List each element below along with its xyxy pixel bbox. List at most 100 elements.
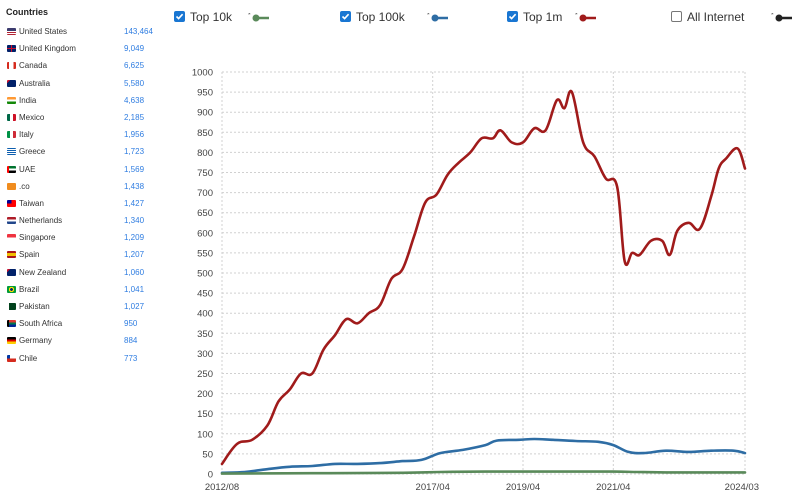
country-count[interactable]: 1,438 (124, 181, 145, 191)
legend-label: Top 100k (356, 10, 405, 24)
x-tick-label: 2024/03 (725, 482, 759, 493)
country-count[interactable]: 1,723 (124, 147, 145, 157)
country-row[interactable]: India 4,638 (0, 93, 165, 110)
flag-it-icon (7, 131, 16, 139)
country-name: Spain (19, 250, 40, 260)
country-count[interactable]: 143,464 (124, 27, 153, 36)
country-name: Mexico (19, 112, 45, 122)
country-count[interactable]: 1,340 (124, 216, 145, 226)
country-row[interactable]: Netherlands 1,340 (0, 213, 165, 230)
country-name: Pakistan (19, 302, 50, 311)
country-count[interactable]: 1,207 (124, 250, 145, 260)
flag-us-icon (7, 28, 16, 35)
y-tick-label: 550 (197, 248, 213, 259)
legend-swatch-icon: * (248, 12, 270, 26)
country-list: United States 143,464 United Kingdom 9,049 C… (0, 24, 165, 368)
flag-ae-icon (7, 165, 16, 173)
legend-label: All Internet (687, 10, 745, 24)
country-count[interactable]: 1,209 (124, 233, 145, 243)
country-row[interactable]: Italy 1,956 (0, 127, 165, 144)
flag-uk-icon (7, 45, 16, 53)
svg-text:*: * (771, 13, 774, 19)
y-tick-label: 300 (197, 349, 213, 360)
y-tick-label: 200 (197, 389, 213, 400)
country-count[interactable]: 5,580 (124, 78, 145, 88)
country-name: Germany (19, 336, 52, 346)
country-row[interactable]: Singapore 1,209 (0, 230, 165, 247)
checkbox-checked-icon[interactable] (340, 11, 351, 22)
country-count[interactable]: 1,427 (124, 198, 145, 208)
legend-label: Top 10k (190, 10, 233, 24)
country-row[interactable]: United Kingdom 9,049 (0, 41, 165, 58)
country-count[interactable]: 1,956 (124, 130, 145, 140)
country-name: Taiwan (19, 198, 44, 208)
x-tick-label: 2021/04 (596, 482, 630, 493)
country-row[interactable]: United States 143,464 (0, 24, 165, 41)
y-tick-label: 350 (197, 329, 213, 340)
country-row[interactable]: Spain 1,207 (0, 247, 165, 264)
series-line-top-100k (220, 437, 747, 475)
checkbox-checked-icon[interactable] (174, 11, 185, 22)
countries-title: Countries (6, 7, 49, 17)
checkbox-unchecked-icon[interactable] (671, 11, 682, 22)
y-tick-label: 400 (197, 309, 213, 320)
country-row[interactable]: Greece 1,723 (0, 144, 165, 161)
country-name: New Zealand (19, 267, 67, 277)
country-row[interactable]: UAE 1,569 (0, 162, 165, 179)
y-tick-label: 800 (197, 148, 213, 159)
y-tick-label: 100 (197, 429, 213, 440)
country-count[interactable]: 950 (124, 319, 138, 329)
y-tick-label: 450 (197, 289, 213, 300)
svg-text:*: * (427, 13, 430, 19)
country-name: Singapore (19, 233, 56, 243)
country-name: United Kingdom (19, 44, 76, 54)
flag-sg-icon (7, 234, 16, 242)
country-count[interactable]: 773 (124, 353, 138, 363)
flag-cl-icon (7, 354, 16, 362)
country-row[interactable]: Germany 884 (0, 333, 165, 350)
country-row[interactable]: New Zealand 1,060 (0, 265, 165, 282)
legend-swatch-icon: * (575, 12, 597, 26)
country-row[interactable]: Mexico 2,185 (0, 110, 165, 127)
country-row[interactable]: Canada 6,625 (0, 58, 165, 75)
country-row[interactable]: Pakistan 1,027 (0, 299, 165, 316)
country-count[interactable]: 884 (124, 336, 138, 346)
flag-pk-icon (7, 303, 16, 310)
y-tick-label: 500 (197, 269, 213, 280)
country-row[interactable]: South Africa 950 (0, 316, 165, 333)
y-tick-label: 1000 (192, 68, 213, 79)
country-name: .co (19, 181, 30, 191)
country-row[interactable]: Taiwan 1,427 (0, 196, 165, 213)
country-row[interactable]: Brazil 1,041 (0, 282, 165, 299)
flag-in-icon (7, 96, 16, 104)
flag-nz-icon (7, 268, 16, 276)
country-row[interactable]: .co 1,438 (0, 179, 165, 196)
country-name: Italy (19, 130, 34, 140)
country-name: United States (19, 27, 68, 36)
country-count[interactable]: 9,049 (124, 44, 145, 54)
flag-co-icon (7, 182, 16, 190)
country-count[interactable]: 1,027 (124, 302, 145, 311)
country-count[interactable]: 2,185 (124, 112, 145, 122)
x-tick-label: 2012/08 (205, 482, 239, 493)
country-count[interactable]: 1,041 (124, 284, 145, 294)
country-count[interactable]: 1,060 (124, 267, 145, 277)
country-row[interactable]: Australia 5,580 (0, 76, 165, 93)
svg-text:*: * (575, 13, 578, 19)
y-tick-label: 50 (202, 449, 213, 460)
country-name: Australia (19, 78, 51, 88)
flag-es-icon (7, 251, 16, 259)
country-row[interactable]: Chile 773 (0, 351, 165, 368)
country-count[interactable]: 4,638 (124, 95, 145, 105)
country-name: UAE (19, 164, 36, 174)
country-count[interactable]: 6,625 (124, 61, 145, 71)
series-line-top-10k (220, 470, 747, 475)
country-count[interactable]: 1,569 (124, 164, 145, 174)
checkbox-checked-icon[interactable] (507, 11, 518, 22)
legend-swatch-icon: * (771, 12, 793, 26)
y-tick-label: 900 (197, 108, 213, 119)
flag-de-icon (7, 337, 16, 345)
flag-gr-icon (7, 148, 16, 156)
y-tick-label: 600 (197, 228, 213, 239)
